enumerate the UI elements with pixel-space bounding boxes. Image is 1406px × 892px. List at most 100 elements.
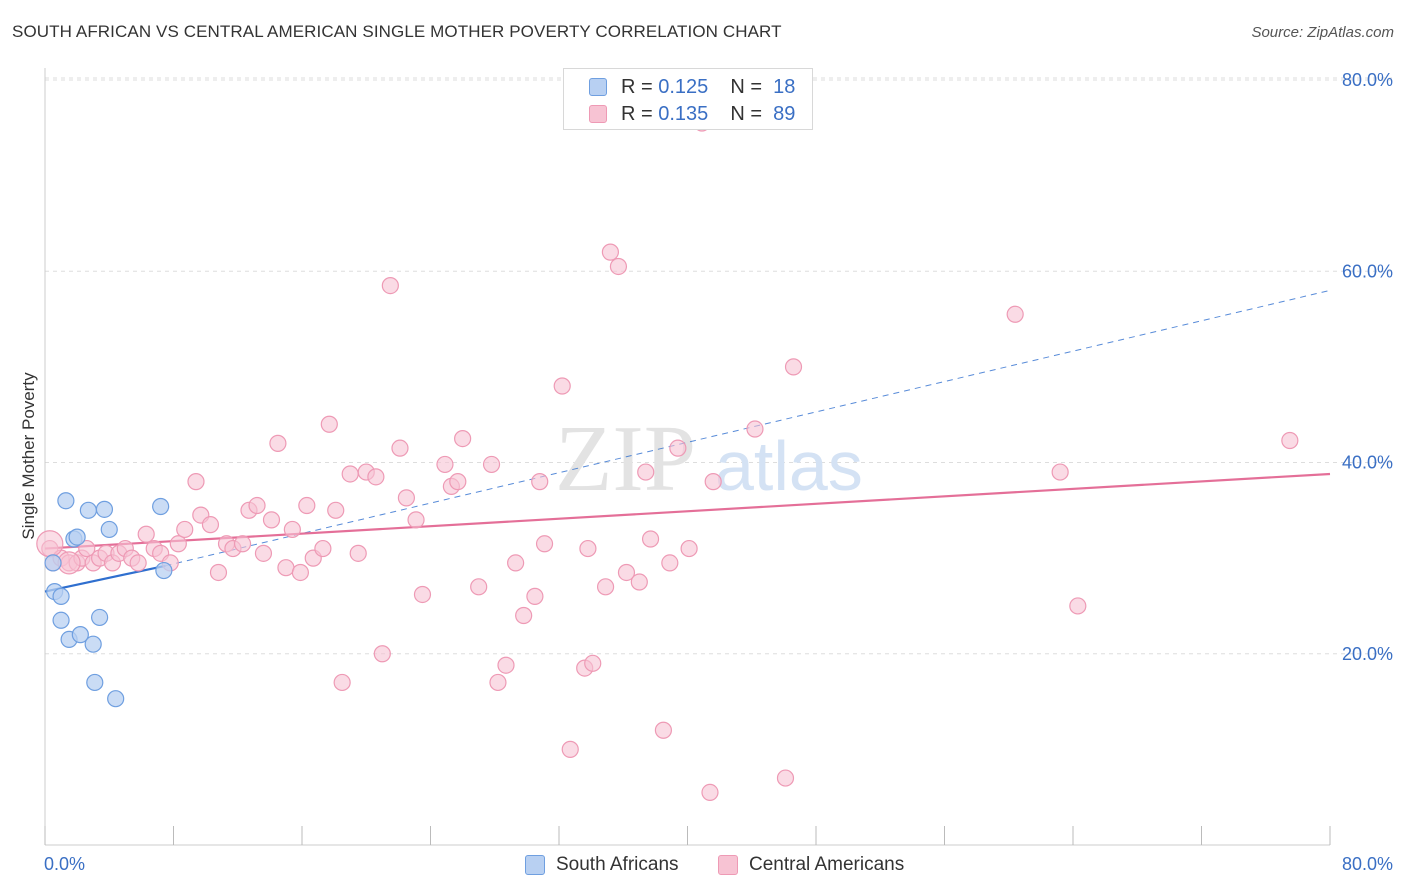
central-american-point [349,544,367,562]
south-african-point [44,554,62,572]
south-african-point [86,673,104,692]
blue-swatch [525,855,545,875]
central-american-point [233,535,252,553]
central-american-point [489,673,507,692]
central-american-point [704,473,722,491]
n-value: 18 [773,75,796,98]
central-american-point [454,429,472,448]
y-tick-label: 40.0% [1342,453,1393,473]
central-american-point [209,563,228,582]
central-american-point [654,721,673,739]
central-american-point [333,673,351,692]
blue-swatch [589,78,607,96]
central-american-point [269,434,287,452]
south-african-point [52,587,70,605]
central-american-point [201,516,220,534]
central-american-point [701,783,719,802]
south-african-point [95,500,114,518]
central-american-point [449,473,467,491]
central-american-point [535,535,554,553]
legend-label: Central Americans [749,854,905,875]
central-american-point [579,539,597,558]
central-american-point [291,563,309,582]
central-american-point [746,420,764,438]
central-american-point [413,585,432,604]
n-value: 89 [773,102,796,125]
pink-swatch [589,105,607,123]
central-american-point [341,465,359,483]
central-american-point [129,554,147,572]
south-african-point [91,608,109,627]
x-tick-label: 80.0% [1342,854,1393,874]
central-american-point [1006,305,1024,323]
central-american-point [526,587,544,605]
central-american-point [617,563,636,582]
x-tick-label: 0.0% [44,854,85,874]
grid-lines [45,77,1392,655]
central-american-point [397,489,416,507]
r-label: R = [621,102,653,125]
legend-item-central-americans: Central Americans [718,852,904,878]
central-american-point [669,439,687,457]
central-american-point [320,415,338,433]
central-american-point [1051,463,1069,481]
central-american-point [482,455,501,474]
south-african-point [84,635,102,653]
central-american-point [637,463,655,481]
axes [44,68,1331,846]
central-american-point [176,520,194,539]
central-american-point [561,740,579,758]
y-tick-label: 20.0% [1342,644,1393,664]
y-tick-label: 80.0% [1342,70,1393,90]
central-american-point [553,377,571,395]
central-american-point [531,473,549,491]
south-african-point [79,501,97,519]
central-american-point [776,769,795,787]
south-african-point [52,611,70,629]
central-american-point [314,539,332,558]
central-american-point [407,511,425,529]
central-american-point [784,358,803,376]
watermark: ZIP atlas [555,407,863,511]
r-value: 0.135 [658,102,709,125]
central-american-point [381,276,399,295]
tick-labels: 20.0% 40.0% 60.0% 80.0% 0.0% 80.0% [44,70,1393,874]
central-american-point [436,455,454,474]
central-american-point [327,501,345,519]
n-label: N = [730,75,762,98]
source-label: Source: ZipAtlas.com [1251,24,1394,41]
central-american-point [680,539,698,558]
legend-label: South Africans [556,854,679,875]
central-american-point [630,573,648,591]
south-african-point [68,528,86,546]
central-american-point [367,468,385,486]
central-american-point [298,496,316,515]
south-africans-trend-line [44,564,166,593]
data-points [36,114,1299,802]
central-american-point [277,559,295,577]
central-american-point [601,243,620,261]
watermark-atlas: atlas [715,427,863,505]
chart-title: SOUTH AFRICAN VS CENTRAL AMERICAN SINGLE… [12,22,782,41]
central-american-point [584,654,602,672]
central-american-point [641,530,660,548]
central-american-point [391,439,409,457]
central-american-point [515,606,533,625]
stats-row-central-americans: R = 0.135 N = 89 [589,102,795,126]
central-american-point [507,554,525,572]
central-american-point [373,645,391,663]
legend-item-south-africans: South Africans [525,852,679,878]
y-axis-label: Single Mother Poverty [19,372,38,540]
central-american-point [262,511,281,529]
south-african-point [107,690,125,708]
south-african-point [100,520,118,539]
central-american-point [169,535,187,553]
central-americans-trend-line [44,472,1331,550]
central-american-point [137,525,155,543]
central-american-point [609,257,628,276]
central-american-point [596,578,615,596]
r-label: R = [621,75,653,98]
south-african-point [57,492,75,510]
n-label: N = [730,102,762,125]
